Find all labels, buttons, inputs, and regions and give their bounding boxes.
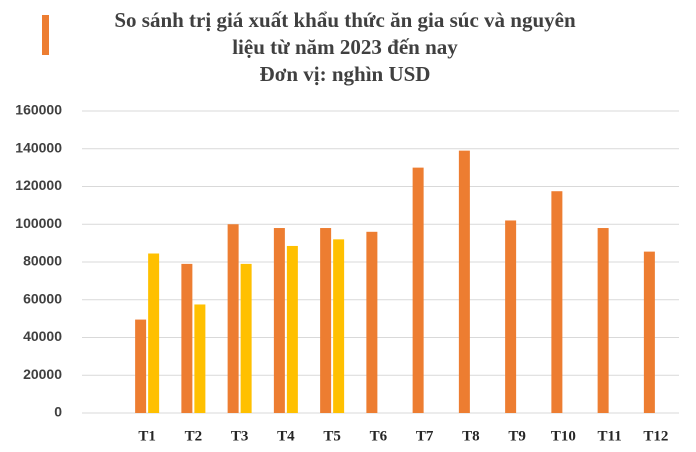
bar [597,228,609,413]
x-tick-label: T12 [643,428,668,444]
bar [273,228,285,413]
bar [181,263,193,413]
y-tick-label: 60000 [23,290,62,306]
y-tick-label: 0 [54,404,62,420]
y-tick-label: 120000 [15,177,62,193]
x-tick-label: T10 [551,428,576,444]
chart-subtitle: Đơn vị: nghìn USD [260,62,431,86]
x-tick-label: T1 [138,428,156,444]
y-tick-label: 20000 [23,366,62,382]
bar [320,228,332,413]
x-tick-label: T6 [370,428,388,444]
y-tick-label: 160000 [15,102,62,118]
x-tick-label: T11 [598,428,622,444]
x-tick-label: T2 [185,428,203,444]
bar [366,231,378,413]
bar [135,319,147,413]
chart-title: liệu từ năm 2023 đến nay [232,35,458,59]
bar [227,224,239,413]
x-tick-label: T7 [416,428,434,444]
bar [551,191,563,413]
bar [148,253,160,413]
x-tick-label: T3 [231,428,249,444]
x-tick-label: T9 [508,428,526,444]
x-tick-label: T8 [462,428,480,444]
bar [505,220,517,413]
bar [458,150,470,413]
legend-swatch [42,15,49,55]
x-tick-label: T5 [323,428,341,444]
bar [240,263,252,413]
bar [194,304,206,413]
y-tick-label: 140000 [15,139,62,155]
y-tick-label: 100000 [15,215,62,231]
bar [286,245,298,413]
y-tick-label: 40000 [23,328,62,344]
bar [333,239,345,413]
chart-title: So sánh trị giá xuất khẩu thức ăn gia sú… [114,8,576,32]
y-tick-label: 80000 [23,253,62,269]
bar [412,167,424,413]
bar [643,251,655,413]
x-tick-label: T4 [277,428,295,444]
